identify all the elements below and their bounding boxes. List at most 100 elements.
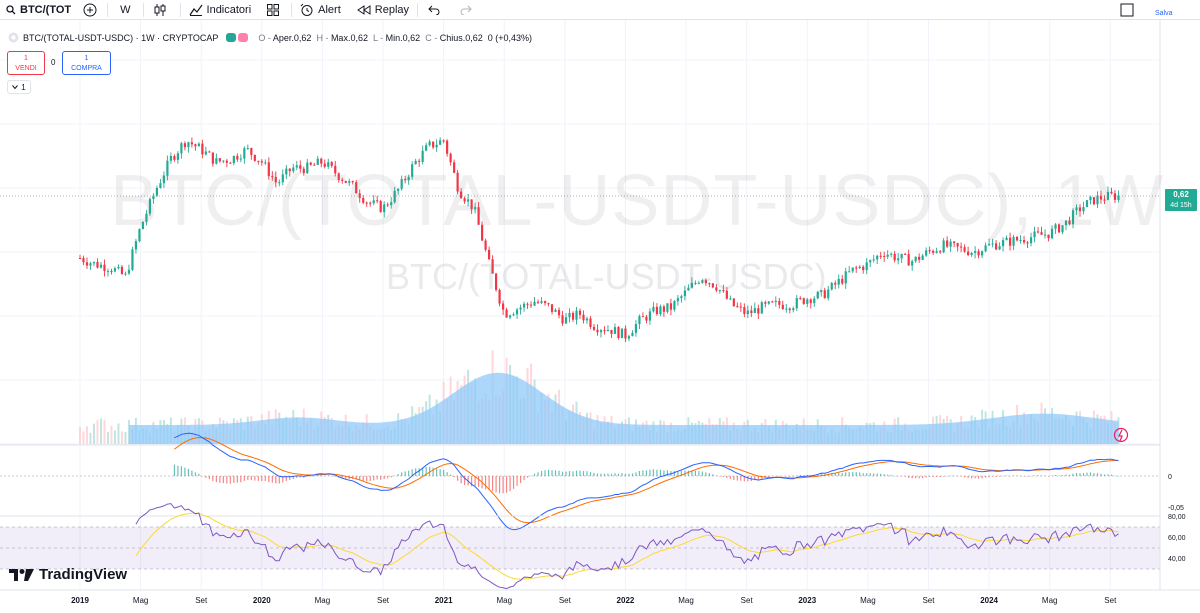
macd-axis-label: -0,05 — [1168, 505, 1184, 512]
collapse-count: 1 — [21, 82, 26, 92]
macd-histogram-bar — [908, 476, 910, 478]
toolbar-separator — [291, 2, 293, 17]
macd-histogram-bar — [362, 476, 364, 482]
macd-histogram-bar — [334, 476, 336, 477]
candle-body — [799, 298, 802, 300]
macd-histogram-bar — [526, 476, 529, 478]
macd-histogram-bar — [747, 476, 749, 482]
tradingview-logo[interactable]: TradingView — [9, 566, 127, 583]
candle-body — [977, 251, 980, 256]
time-axis[interactable]: 2019 Mag Set 2020 Mag Set 2021 Mag Set 2022 Mag Set… — [71, 596, 1117, 605]
candle-body — [320, 158, 323, 164]
macd-histogram-bar — [932, 476, 934, 478]
macd-histogram-bar — [376, 476, 378, 480]
candle-body — [379, 201, 382, 213]
macd-histogram-bar — [726, 476, 728, 479]
legend-collapse-button[interactable]: 1 — [7, 80, 31, 94]
macd-histogram-bar — [862, 473, 864, 476]
undo-button[interactable] — [418, 0, 454, 20]
candle-body — [1029, 237, 1033, 244]
time-tick-label: Mag — [315, 596, 331, 605]
macd-histogram-bar — [222, 476, 224, 484]
macd-histogram-bar — [991, 476, 994, 477]
candle-body — [820, 290, 823, 292]
macd-histogram-bar — [778, 475, 780, 477]
macd-histogram-bar — [418, 468, 420, 476]
macd-histogram-bar — [705, 472, 707, 476]
bar-countdown: 4d 15h — [1170, 202, 1192, 209]
candle-body — [456, 172, 459, 192]
compare-button[interactable] — [77, 0, 107, 20]
macd-histogram-bar — [834, 472, 836, 476]
macd-histogram-bar — [603, 473, 606, 476]
macd-histogram-bar — [663, 470, 665, 476]
macd-histogram-bar — [1089, 472, 1092, 476]
candle-body — [946, 240, 949, 247]
buy-button[interactable]: 1 COMPRA — [62, 51, 111, 75]
candle-body — [848, 271, 851, 273]
macd-histogram-bar — [285, 476, 287, 481]
candle-body — [288, 168, 291, 172]
candlestick-series — [78, 137, 1120, 342]
candle-body — [575, 310, 578, 320]
replay-button[interactable]: Replay — [349, 0, 417, 20]
candle-body — [257, 160, 260, 162]
symbol-search-button[interactable]: BTC/(TOT — [0, 0, 77, 20]
candle-body — [760, 302, 763, 314]
market-status-icon — [226, 33, 237, 42]
indicators-icon — [189, 4, 203, 16]
candle-body — [173, 156, 176, 160]
candle-body — [432, 141, 435, 148]
macd-histogram-bar — [761, 476, 763, 479]
macd-histogram-bar — [929, 476, 931, 478]
macd-histogram-bar — [254, 476, 256, 481]
candle-body — [816, 291, 819, 299]
candle-body — [211, 152, 214, 164]
macd-histogram-bar — [978, 476, 980, 479]
redo-button[interactable] — [454, 0, 482, 20]
macd-histogram-bar — [530, 475, 532, 477]
candle-body — [225, 160, 228, 163]
chart-type-button[interactable] — [144, 0, 180, 20]
macd-histogram-bar — [1023, 476, 1025, 477]
macd-histogram-bar — [659, 469, 662, 476]
candle-body — [617, 327, 620, 339]
macd-histogram-bar — [450, 474, 452, 476]
spread-value: 0 — [51, 58, 56, 67]
lightning-icon[interactable] — [1113, 427, 1129, 443]
macd-histogram-bar — [474, 476, 476, 486]
candle-body — [78, 258, 82, 259]
candle-body — [571, 312, 575, 320]
candle-body — [1043, 234, 1047, 236]
sell-button[interactable]: 1 VENDI — [7, 51, 45, 75]
macd-histogram-bar — [852, 471, 854, 476]
candle-body — [904, 253, 907, 255]
candle-body — [1092, 197, 1096, 205]
candle-body — [309, 162, 312, 165]
macd-histogram-bar — [194, 472, 196, 476]
macd-histogram-bar — [247, 476, 249, 481]
fullscreen-icon[interactable] — [1120, 3, 1134, 17]
candle-body — [935, 251, 938, 253]
alert-button[interactable]: Alert — [292, 0, 349, 20]
save-button[interactable]: Salva — [1155, 10, 1173, 17]
interval-button[interactable]: W — [108, 0, 142, 20]
indicators-button[interactable]: Indicatori — [181, 0, 260, 20]
candle-body — [1096, 195, 1099, 205]
candle-body — [494, 273, 498, 290]
macd-histogram-bar — [817, 474, 819, 476]
macd-histogram-bar — [533, 473, 536, 476]
candle-body — [515, 309, 519, 315]
macd-histogram-bar — [666, 470, 669, 476]
price-axis[interactable]: 0 -0,05 80,00 60,00 40,00 — [1168, 474, 1186, 563]
data-delay-icon[interactable] — [238, 33, 249, 42]
macd-histogram-bar — [701, 471, 703, 476]
layouts-button[interactable] — [259, 0, 291, 20]
macd-axis-label: 0 — [1168, 474, 1172, 481]
macd-histogram-bar — [415, 468, 417, 476]
macd-histogram-bar — [572, 471, 574, 476]
macd-histogram-bar — [799, 474, 801, 476]
macd-histogram-bar — [789, 476, 791, 477]
search-icon — [6, 4, 16, 14]
